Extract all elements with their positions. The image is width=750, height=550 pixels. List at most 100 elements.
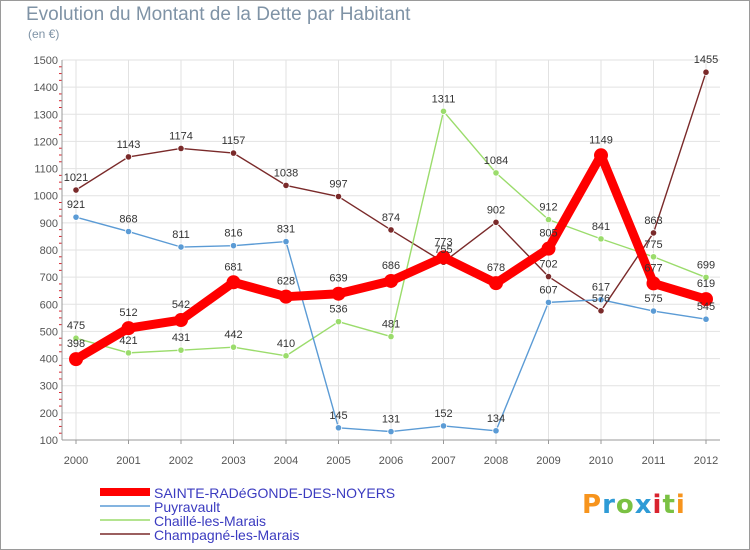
legend-label: Puyravault [154,499,220,515]
data-point [72,334,80,342]
data-label: 442 [224,329,242,341]
data-label: 1174 [169,130,193,142]
data-point [387,226,395,234]
data-label: 775 [644,239,662,251]
x-tick-label: 2000 [64,455,88,467]
logo-letter: i [652,490,663,520]
data-label: 607 [539,284,557,296]
data-label: 431 [172,332,190,344]
y-tick-label: 600 [40,299,58,311]
logo-letter: r [602,490,616,520]
data-point [439,107,448,115]
data-label: 702 [539,259,557,271]
x-tick-label: 2005 [326,455,350,467]
data-label: 152 [434,408,452,420]
data-label: 678 [487,262,505,274]
data-label: 1084 [484,155,508,167]
data-label: 639 [329,273,347,285]
data-point [121,321,136,336]
data-label: 398 [67,338,85,350]
data-point [124,349,133,357]
data-label: 1021 [64,172,88,184]
data-point [226,275,241,290]
data-point [334,192,343,201]
data-point [229,343,238,351]
data-point [702,68,710,76]
x-tick-label: 2003 [221,455,245,467]
data-label: 686 [382,260,400,272]
data-label: 831 [277,224,295,236]
data-label: 681 [224,261,242,273]
data-label: 874 [382,212,400,224]
data-label: 421 [119,335,137,347]
y-tick-label: 100 [40,435,58,447]
data-label: 816 [224,228,242,240]
y-tick-label: 700 [40,272,58,284]
data-label: 1311 [432,93,456,105]
data-label: 575 [644,293,662,305]
data-label: 811 [172,229,190,241]
data-point [69,352,83,367]
data-label: 921 [67,199,85,211]
data-label: 805 [539,228,557,240]
data-label: 134 [487,413,505,425]
x-tick-label: 2007 [431,455,455,467]
data-label: 410 [277,338,295,350]
data-point [174,313,188,328]
grid [62,59,720,441]
data-point [646,276,661,291]
data-point [492,427,500,435]
data-point [702,315,710,323]
x-tick-label: 2006 [379,455,403,467]
y-tick-label: 1100 [34,164,58,176]
data-label: 1157 [222,135,246,147]
chart-title: Evolution du Montant de la Dette par Hab… [26,4,411,25]
data-label: 677 [644,262,662,274]
data-label: 542 [172,299,190,311]
y-tick-label: 1200 [34,136,58,148]
legend: SAINTE-RADéGONDE-DES-NOYERSPuyravaultCha… [100,485,395,543]
y-tick-label: 300 [40,381,58,393]
data-point [72,186,80,194]
data-point [177,144,185,153]
data-label: 773 [434,236,452,248]
data-label: 619 [697,278,715,290]
y-tick-label: 400 [40,354,58,366]
data-label: 1455 [694,54,718,66]
data-point [544,216,553,224]
data-point [492,169,500,177]
data-point [649,229,658,237]
data-label: 145 [329,410,347,422]
y-tick-label: 1300 [34,109,58,121]
data-point [649,253,658,261]
data-point [282,181,290,189]
series-group [69,68,713,436]
data-label: 545 [697,301,715,313]
data-label: 699 [697,259,715,271]
data-label: 755 [434,244,452,256]
data-point [334,424,343,432]
logo-letter: x [634,490,653,520]
data-point [72,213,80,221]
data-point [177,243,185,251]
data-label: 481 [382,319,400,331]
y-tick-label: 1000 [34,191,58,203]
chart-unit: (en €) [28,27,60,41]
x-tick-label: 2010 [589,455,613,467]
axes: 100 200 300 400 500 600 700 800 900 1000 1100 1200 1… [34,55,720,467]
data-point [282,237,290,246]
x-tick-label: 2002 [169,455,193,467]
data-point [597,307,605,315]
data-point [384,273,398,288]
data-point [124,227,133,236]
data-point [439,422,448,430]
x-tick-label: 2004 [274,455,298,467]
data-label: 841 [592,221,610,233]
data-label: 131 [382,414,400,426]
x-tick-label: 2011 [642,455,666,467]
x-tick-label: 2009 [536,455,560,467]
data-label: 1149 [589,134,613,146]
data-point [282,352,290,360]
legend-label: Chaillé-les-Marais [154,513,266,529]
